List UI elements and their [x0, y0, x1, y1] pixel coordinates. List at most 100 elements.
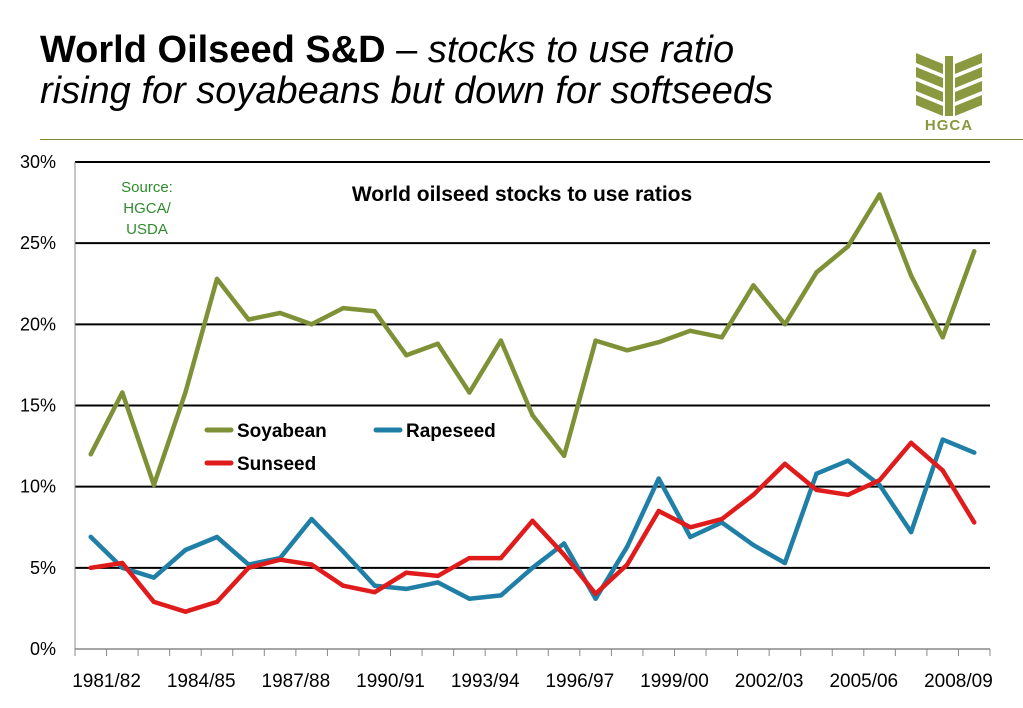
sunseed-point [246, 565, 251, 571]
sunseed-point [214, 599, 220, 605]
sunseed-point [688, 525, 693, 530]
slide-title-bold: World Oilseed S&D [40, 29, 386, 71]
soyabean-point [561, 453, 567, 459]
sunseed-point [372, 589, 377, 595]
soyabean-point [151, 482, 157, 488]
source-note-line: USDA [126, 221, 168, 238]
soyabean-point [183, 390, 188, 395]
x-tick-label: 1996/97 [545, 671, 614, 692]
soyabean-point [309, 322, 314, 327]
rapeseed-point [372, 583, 377, 588]
x-tick-label: 2002/03 [735, 671, 804, 692]
y-tick-label: 0% [30, 639, 56, 659]
logo-text: HGCA [924, 117, 974, 134]
soyabean-point [404, 352, 409, 358]
sunseed-point [151, 599, 157, 605]
rapeseed-point [845, 458, 851, 463]
x-tick-label: 1984/85 [167, 671, 236, 692]
sunseed-point [88, 565, 93, 571]
x-tick-label: 2005/06 [829, 671, 898, 692]
soyabean-point [908, 273, 914, 278]
rapeseed-point [88, 534, 93, 540]
sunseed-point [940, 468, 945, 473]
series-line-soyabean [88, 192, 977, 488]
sunseed-point [561, 552, 567, 558]
legend-label-soyabean: Soyabean [237, 421, 327, 442]
x-tick-label: 1987/88 [262, 671, 331, 692]
sunseed-point [183, 609, 188, 614]
sunseed-point [908, 440, 914, 446]
soyabean-point [751, 283, 756, 288]
soyabean-point [719, 335, 725, 340]
soyabean-point [435, 341, 441, 347]
soyabean-point [467, 390, 472, 395]
slide-title-italic-line2: rising for soyabeans but down for softse… [40, 70, 773, 112]
sunseed-point [277, 557, 283, 562]
soyabean-point [845, 244, 851, 249]
sunseed-point [593, 591, 598, 597]
x-tick-label: 1990/91 [356, 671, 425, 692]
rapeseed-point [183, 547, 188, 553]
slide-title-dash: – [385, 29, 428, 71]
sunseed-point [340, 583, 346, 588]
sunseed-point [498, 555, 504, 561]
sunseed-point [656, 508, 661, 514]
wheat-logo-icon [916, 53, 982, 116]
rapeseed-point [751, 542, 756, 548]
rapeseed-point [972, 450, 977, 455]
soyabean-point [782, 322, 788, 327]
rapeseed-point [908, 529, 914, 535]
soyabean-point [498, 338, 504, 343]
soyabean-point [940, 335, 945, 340]
sunseed-point [814, 487, 819, 493]
rapeseed-point [435, 580, 441, 585]
sunseed-point [404, 570, 409, 575]
rapeseed-point [530, 565, 535, 571]
soyabean-point [688, 328, 693, 334]
sunseed-point [719, 516, 725, 522]
source-note-line: Source: [121, 179, 173, 196]
sunseed-point [309, 562, 314, 567]
rapeseed-point [940, 437, 945, 442]
slide-title: World Oilseed S&D – stocks to use ratio … [40, 30, 900, 112]
rapeseed-point [688, 534, 693, 540]
sunseed-point [624, 562, 630, 567]
y-tick-label: 5% [30, 558, 56, 578]
y-tick-label: 30% [20, 152, 56, 172]
soyabean-point [593, 338, 598, 343]
rapeseed-point [151, 575, 157, 580]
soyabean-point [277, 310, 283, 316]
x-tick-label: 2008/09 [924, 671, 993, 692]
soyabean-point [88, 452, 93, 457]
title-divider [40, 139, 1023, 140]
line-chart: 0% 5% 10% 15% 20% 25% 30% 1981/82 1984/85 1987/88… [20, 152, 993, 692]
legend-label-rapeseed: Rapeseed [406, 421, 496, 442]
soyabean-point [530, 413, 535, 418]
soyabean-point [120, 390, 125, 395]
rapeseed-point [782, 560, 788, 566]
rapeseed-point [340, 549, 346, 554]
y-tick-label: 20% [20, 314, 56, 334]
rapeseed-point [309, 516, 314, 522]
chart-title: World oilseed stocks to use ratios [352, 183, 692, 206]
rapeseed-point [877, 482, 882, 488]
rapeseed-point [624, 544, 630, 549]
sunseed-point [530, 518, 535, 523]
source-note-line: HGCA/ [123, 200, 171, 217]
soyabean-point [214, 276, 220, 282]
sunseed-point [782, 461, 788, 467]
legend-label-sunseed: Sunseed [237, 454, 316, 475]
rapeseed-point [814, 471, 819, 476]
soyabean-point [656, 339, 661, 345]
soyabean-point [340, 305, 346, 311]
sunseed-point [972, 520, 977, 525]
rapeseed-point [404, 586, 409, 592]
series-line-sunseed [88, 440, 977, 614]
sunseed-point [467, 555, 472, 561]
x-tick-label: 1981/82 [72, 671, 141, 692]
soyabean-point [624, 348, 630, 353]
rapeseed-point [214, 534, 220, 540]
y-tick-label: 15% [20, 396, 56, 416]
rapeseed-point [561, 541, 567, 546]
sunseed-point [845, 492, 851, 497]
